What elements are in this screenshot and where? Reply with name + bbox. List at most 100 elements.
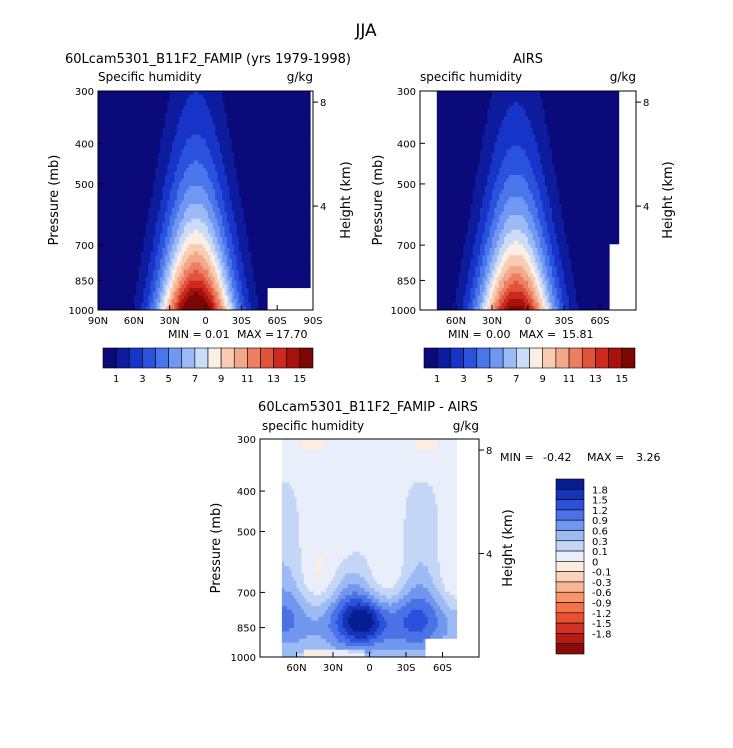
contour-cell: [157, 112, 161, 117]
contour-cell: [121, 222, 125, 227]
contour-cell: [152, 291, 156, 296]
contour-cell: [260, 174, 264, 179]
contour-cell: [124, 164, 128, 169]
contour-cell: [162, 182, 166, 187]
contour-cell: [102, 226, 106, 231]
contour-cell: [200, 98, 204, 103]
contour-cell: [181, 182, 185, 187]
contour-cell: [234, 116, 237, 121]
contour-cell: [227, 127, 230, 132]
contour-cell: [112, 284, 116, 289]
contour-cell: [141, 131, 144, 136]
contour-cell: [293, 266, 297, 271]
contour-cell: [131, 98, 135, 103]
contour-cell: [286, 134, 290, 139]
contour-cell: [274, 244, 278, 249]
contour-cell: [234, 134, 237, 139]
contour-cell: [262, 266, 266, 271]
contour-cell: [172, 134, 175, 139]
contour-cell: [253, 255, 257, 260]
contour-cell: [145, 109, 149, 114]
contour-cell: [133, 269, 137, 274]
contour-cell: [129, 258, 132, 263]
contour-cell: [234, 167, 237, 172]
contour-cell: [121, 134, 125, 139]
contour-cell: [255, 288, 259, 293]
contour-cell: [117, 101, 120, 106]
contour-cell: [296, 134, 300, 139]
contour-cell: [272, 142, 276, 147]
contour-cell: [279, 145, 283, 150]
contour-cell: [162, 215, 166, 220]
contour-cell: [133, 226, 137, 231]
contour-cell: [217, 280, 221, 285]
contour-cell: [181, 240, 185, 245]
contour-cell: [167, 138, 171, 143]
contour-cell: [231, 134, 235, 139]
contour-cell: [148, 244, 151, 249]
contour-cell: [281, 131, 285, 136]
contour-cell: [238, 171, 242, 176]
contour-cell: [205, 233, 209, 238]
contour-cell: [179, 120, 183, 125]
contour-cell: [224, 280, 228, 285]
contour-cell: [126, 127, 130, 132]
contour-cell: [215, 91, 218, 96]
contour-cell: [267, 127, 271, 132]
contour-cell: [198, 164, 202, 169]
contour-cell: [284, 160, 288, 165]
contour-cell: [267, 240, 271, 245]
contour-cell: [222, 112, 226, 117]
contour-cell: [117, 142, 120, 147]
contour-cell: [293, 131, 297, 136]
contour-cell: [284, 233, 288, 238]
contour-cell: [169, 182, 173, 187]
contour-cell: [131, 196, 135, 201]
contour-cell: [248, 288, 252, 293]
contour-cell: [248, 174, 252, 179]
contour-cell: [248, 156, 252, 161]
contour-cell: [212, 262, 216, 267]
contour-cell: [124, 247, 128, 252]
contour-cell: [200, 123, 204, 128]
contour-cell: [296, 138, 300, 143]
contour-cell: [222, 189, 226, 194]
contour-cell: [258, 145, 261, 150]
contour-cell: [298, 266, 302, 271]
contour-cell: [114, 120, 118, 125]
contour-cell: [198, 112, 202, 117]
contour-cell: [255, 229, 259, 234]
contour-cell: [164, 204, 168, 209]
contour-cell: [210, 149, 214, 154]
contour-cell: [162, 160, 166, 165]
contour-cell: [277, 280, 280, 285]
contour-cell: [148, 134, 151, 139]
contour-cell: [145, 251, 149, 256]
contour-cell: [107, 160, 111, 165]
contour-cell: [138, 131, 142, 136]
contour-cell: [129, 247, 132, 252]
contour-cell: [188, 91, 192, 96]
contour-cell: [150, 204, 154, 209]
contour-cell: [210, 196, 214, 201]
contour-cell: [193, 288, 197, 293]
contour-cell: [119, 247, 123, 252]
contour-cell: [126, 156, 130, 161]
contour-cell: [212, 98, 216, 103]
contour-cell: [274, 149, 278, 154]
contour-cell: [107, 291, 111, 296]
contour-cell: [236, 226, 240, 231]
contour-cell: [253, 262, 257, 267]
contour-cell: [265, 196, 269, 201]
contour-cell: [155, 215, 159, 220]
contour-cell: [279, 196, 283, 201]
contour-cell: [114, 98, 118, 103]
contour-cell: [133, 262, 137, 267]
contour-cell: [310, 251, 313, 256]
contour-cell: [246, 116, 249, 121]
contour-cell: [200, 105, 204, 110]
contour-cell: [215, 153, 218, 158]
contour-cell: [193, 237, 197, 242]
contour-cell: [258, 171, 261, 176]
contour-cell: [279, 149, 283, 154]
